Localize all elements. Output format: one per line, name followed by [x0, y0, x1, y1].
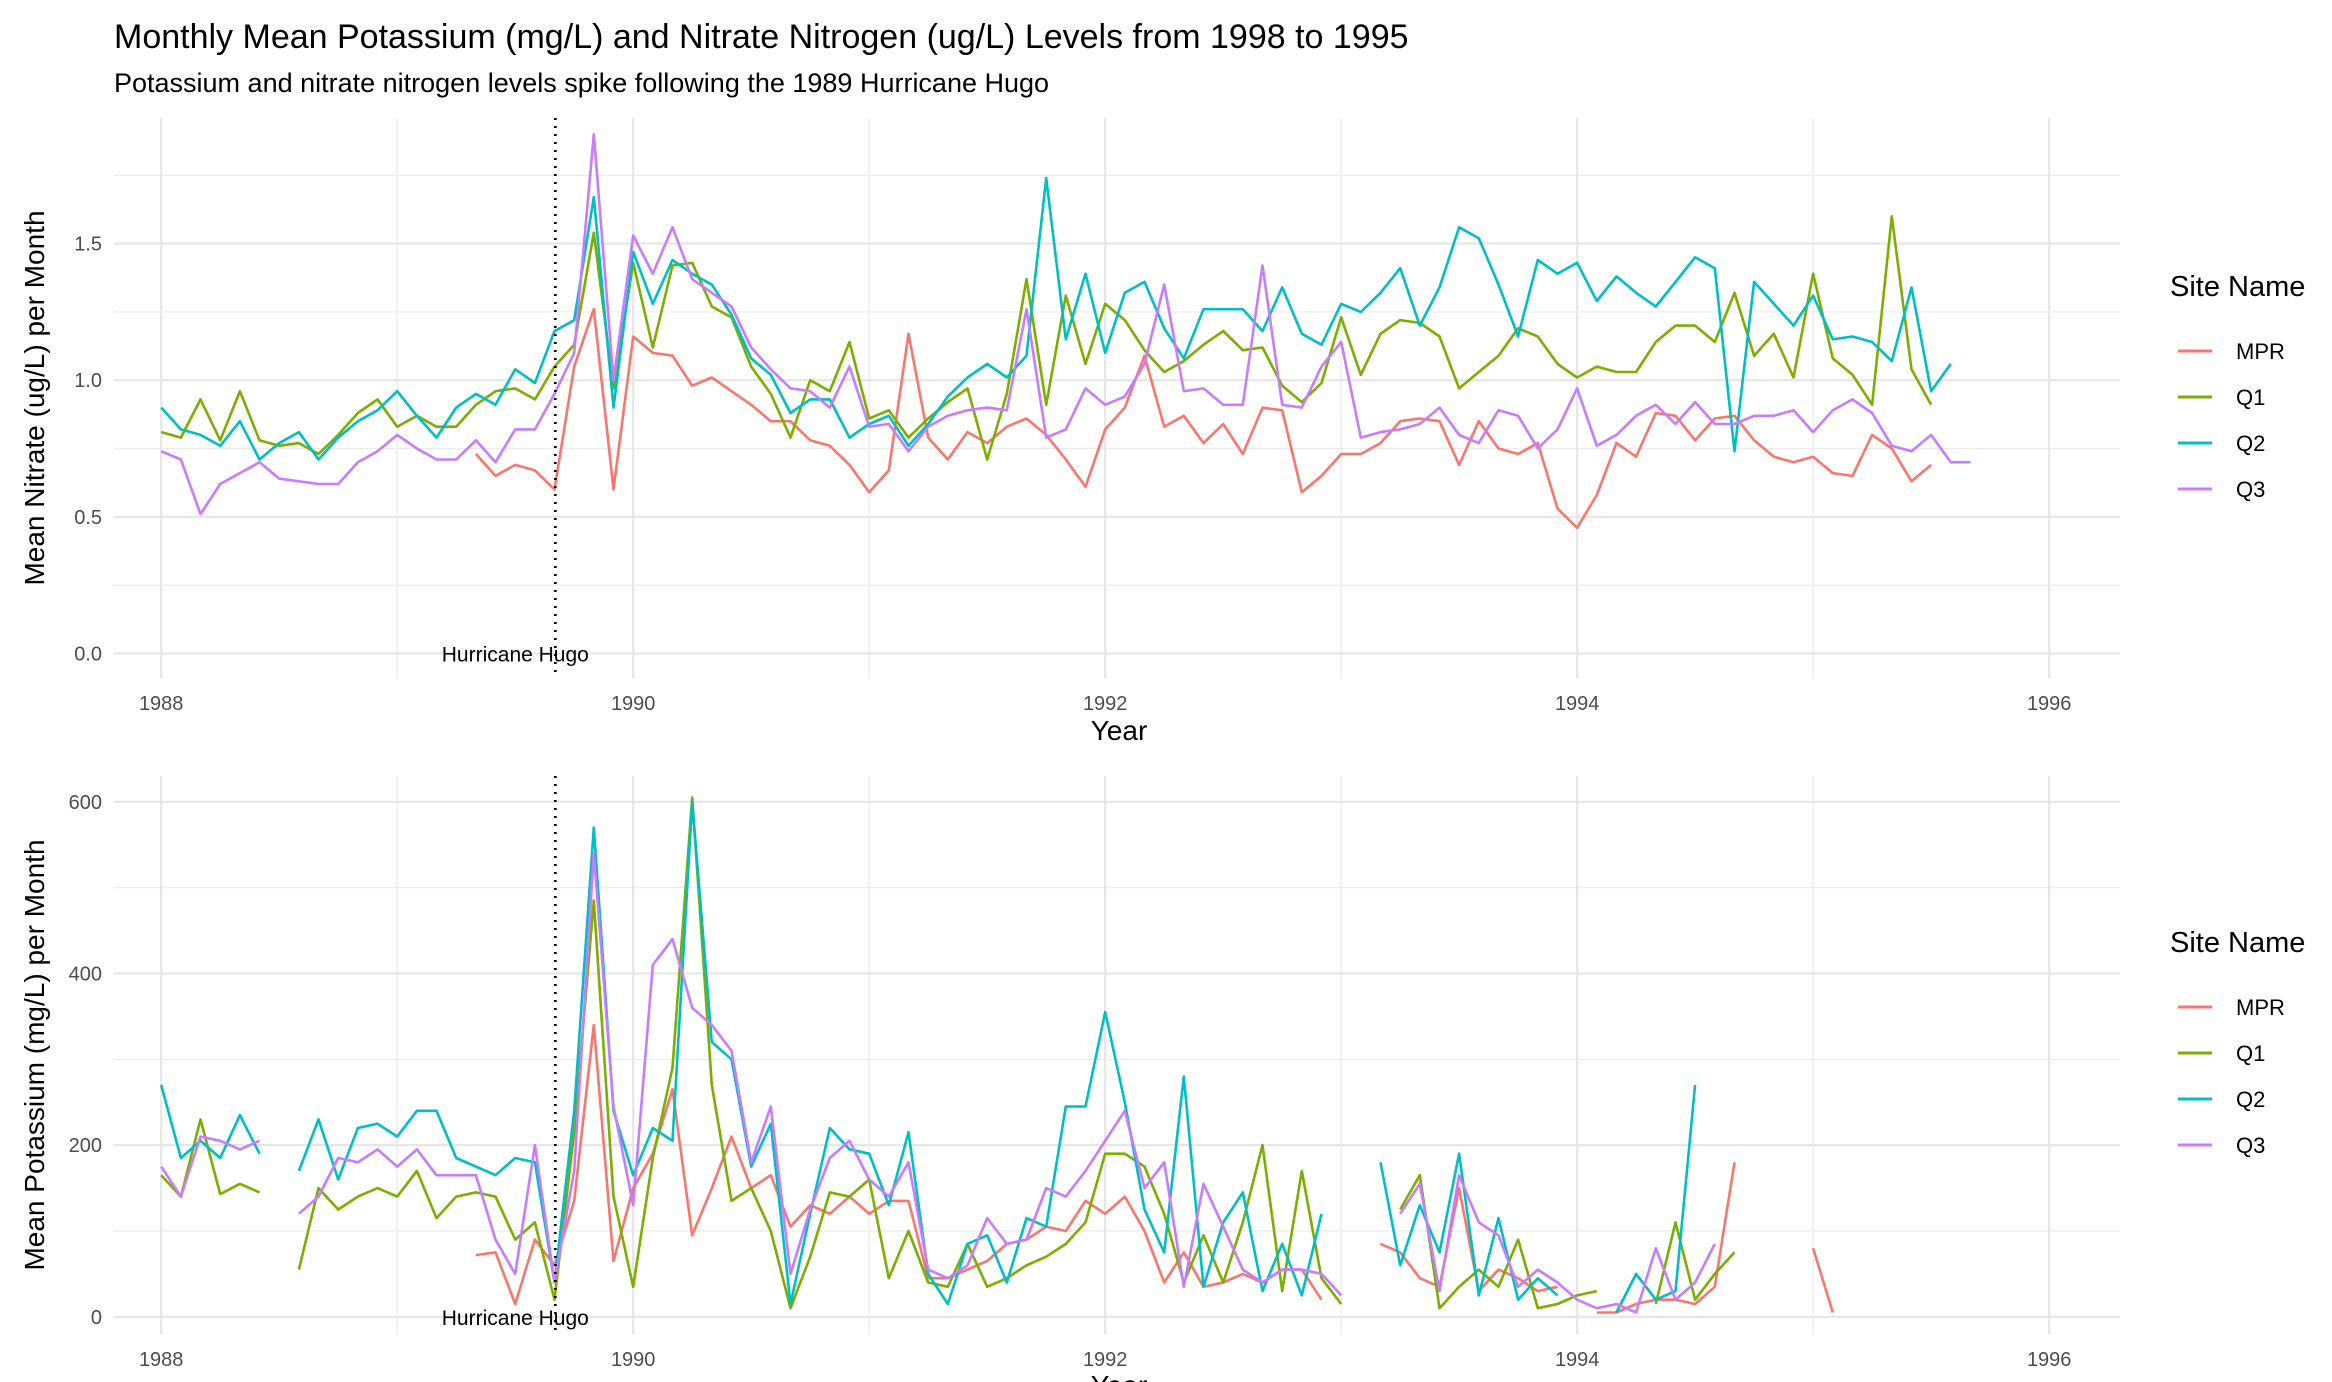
legend-label-q2: Q2: [2236, 431, 2265, 456]
y-tick-label: 0.5: [74, 507, 102, 529]
legend-label-q1: Q1: [2236, 385, 2265, 410]
panel-potassium: 0 200 400 600 1988 1990 1992 1994 1996 Hurricane …: [19, 776, 2305, 1382]
series-line-mpr: [475, 1023, 1835, 1314]
y-tick-label: 1.5: [74, 234, 102, 256]
x-tick-label: 1994: [1555, 693, 1600, 715]
y-tick-label: 0: [91, 1307, 102, 1329]
hurricane-annotation: Hurricane Hugo: [442, 1307, 589, 1330]
x-tick-label: 1990: [611, 1349, 656, 1371]
x-tick-label: 1992: [1083, 1349, 1128, 1371]
x-tick-label: 1990: [611, 693, 656, 715]
series-line-q2: [160, 176, 1952, 461]
panel-nitrate: 0.0 0.5 1.0 1.5 1988 1990 1992 1994 1996 Hurrican…: [19, 118, 2305, 746]
legend-label-q3: Q3: [2236, 1133, 2265, 1158]
legend-label-mpr: MPR: [2236, 339, 2285, 364]
legend-title: Site Name: [2170, 271, 2305, 303]
hurricane-annotation: Hurricane Hugo: [442, 643, 589, 666]
series-line-mpr: [474, 307, 1932, 530]
x-tick-label: 1994: [1555, 1349, 1600, 1371]
y-tick-label: 200: [69, 1135, 102, 1157]
y-tick-label: 1.0: [74, 370, 102, 392]
series-line-q2: [159, 800, 1697, 1314]
legend: Site Name MPR Q1 Q2 Q3: [2170, 271, 2305, 502]
series-line-q1: [160, 796, 1736, 1310]
x-tick-label: 1988: [139, 1349, 184, 1371]
x-tick-label: 1992: [1083, 693, 1128, 715]
chart-title: Monthly Mean Potassium (mg/L) and Nitrat…: [114, 18, 1409, 56]
chart-subtitle: Potassium and nitrate nitrogen levels sp…: [114, 68, 1050, 98]
y-tick-label: 400: [69, 963, 102, 985]
legend: Site Name MPR Q1 Q2 Q3: [2170, 927, 2305, 1158]
x-axis-title: Year: [1091, 1370, 1148, 1382]
legend-label-mpr: MPR: [2236, 995, 2285, 1020]
legend-label-q2: Q2: [2236, 1087, 2265, 1112]
x-tick-label: 1996: [2027, 693, 2072, 715]
legend-title: Site Name: [2170, 927, 2305, 959]
x-tick-label: 1988: [139, 693, 184, 715]
y-axis-title: Mean Nitrate (ug/L) per Month: [19, 210, 50, 585]
y-axis-title: Mean Potassium (mg/L) per Month: [19, 839, 50, 1270]
y-tick-label: 0.0: [74, 643, 102, 665]
x-axis-title: Year: [1091, 715, 1148, 746]
legend-label-q3: Q3: [2236, 477, 2265, 502]
series-line-q1: [160, 215, 1933, 461]
series-line-q3: [160, 133, 1971, 516]
series-line-q3: [160, 852, 1716, 1314]
y-tick-label: 600: [69, 792, 102, 814]
legend-label-q1: Q1: [2236, 1041, 2265, 1066]
x-tick-label: 1996: [2027, 1349, 2072, 1371]
